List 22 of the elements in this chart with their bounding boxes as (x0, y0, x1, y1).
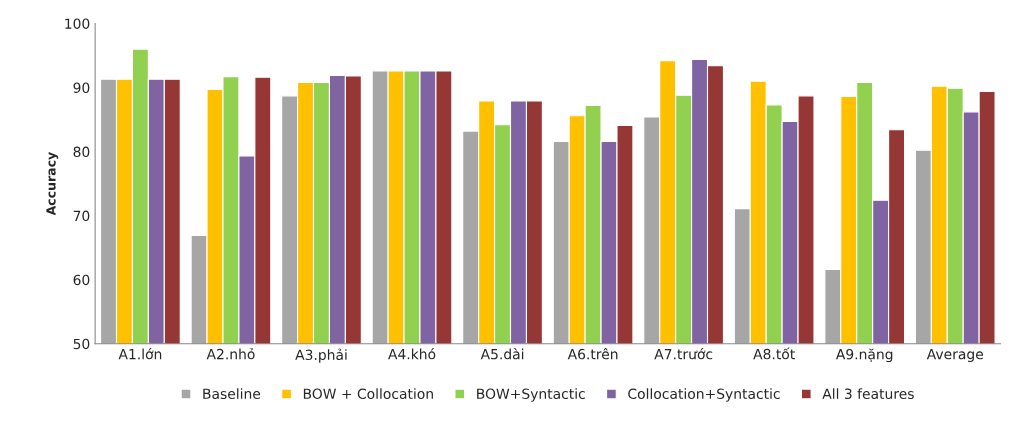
legend-label: BOW + Collocation (303, 388, 433, 400)
y-tick-label: 50 (73, 338, 90, 350)
legend-label: Collocation+Syntactic (628, 388, 780, 402)
x-tick-label: A9.nặng (835, 348, 893, 363)
legend-label: All 3 features (822, 388, 914, 400)
y-tick-label: 90 (73, 82, 90, 94)
x-tick-label: A6.trên (567, 348, 618, 360)
x-tick-label: A7.trước (654, 348, 713, 360)
y-tick-label: 100 (65, 18, 90, 29)
x-tick-label: Average (926, 349, 983, 363)
x-tick-label: A1.lớn (118, 348, 162, 360)
y-tick-label: 60 (73, 274, 90, 286)
x-tick-label: A5.dài (480, 348, 524, 360)
legend-label: BOW+Syntactic (477, 388, 585, 402)
x-tick-label: A3.phải (295, 348, 347, 363)
y-tick-label: 80 (73, 146, 90, 158)
x-tick-label: A2.nhỏ (206, 347, 255, 360)
y-tick-label: 70 (73, 210, 90, 222)
legend-label: Baseline (203, 388, 261, 400)
x-tick-label: A4.khó (388, 348, 436, 360)
x-tick-label: A8.tốt (753, 347, 795, 360)
y-axis-title: Accuracy (46, 152, 59, 216)
